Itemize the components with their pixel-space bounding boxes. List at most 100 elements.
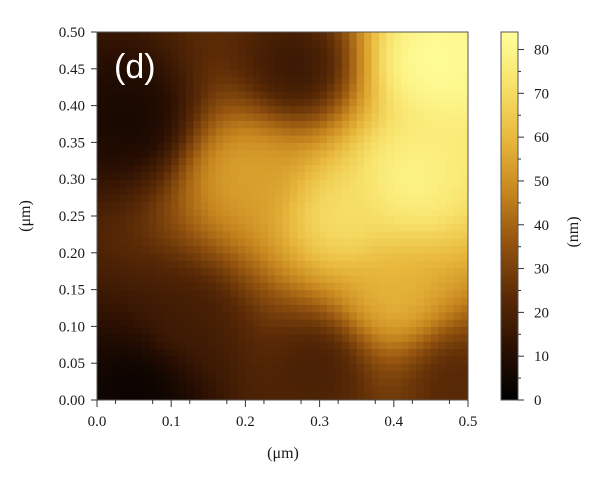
- heatmap-cell: [215, 193, 224, 202]
- heatmap-cell: [393, 355, 402, 364]
- heatmap-cell: [237, 370, 246, 379]
- heatmap-cell: [267, 105, 276, 114]
- heatmap-cell: [312, 326, 321, 335]
- heatmap-cell: [453, 311, 462, 320]
- heatmap-cell: [252, 230, 261, 239]
- heatmap-cell: [371, 238, 380, 247]
- heatmap-cell: [141, 90, 150, 99]
- heatmap-cell: [364, 120, 373, 129]
- heatmap-cell: [349, 238, 358, 247]
- heatmap-cell: [408, 216, 417, 224]
- heatmap-cell: [148, 289, 157, 298]
- heatmap-cell: [341, 54, 350, 63]
- heatmap-cell: [148, 370, 157, 379]
- heatmap-cell: [186, 112, 195, 121]
- heatmap-cell: [200, 341, 209, 350]
- heatmap-cell: [111, 377, 120, 386]
- heatmap-cell: [445, 216, 454, 224]
- heatmap-cell: [438, 296, 447, 305]
- heatmap-cell: [208, 238, 217, 247]
- heatmap-cell: [297, 370, 306, 379]
- heatmap-cell: [408, 142, 417, 151]
- heatmap-cell: [364, 171, 373, 180]
- heatmap-cell: [386, 296, 395, 305]
- heatmap-cell: [408, 61, 417, 70]
- heatmap-cell: [134, 135, 143, 143]
- heatmap-cell: [327, 61, 336, 70]
- heatmap-cell: [304, 260, 313, 269]
- heatmap-cell: [393, 333, 402, 342]
- heatmap-cell: [282, 127, 291, 136]
- heatmap-cell: [334, 238, 343, 247]
- heatmap-cell: [134, 208, 143, 217]
- heatmap-cell: [289, 171, 298, 180]
- heatmap-cell: [364, 83, 373, 92]
- heatmap-cell: [349, 105, 358, 114]
- heatmap-cell: [327, 83, 336, 92]
- heatmap-cell: [104, 164, 113, 173]
- heatmap-cell: [289, 377, 298, 386]
- heatmap-cell: [200, 304, 209, 313]
- heatmap-cell: [460, 363, 468, 372]
- heatmap-cell: [141, 348, 150, 357]
- heatmap-cell: [312, 385, 321, 394]
- heatmap-cell: [260, 120, 269, 129]
- heatmap-cell: [186, 98, 195, 107]
- heatmap-cell: [386, 186, 395, 195]
- heatmap-cell: [304, 385, 313, 394]
- heatmap-cell: [141, 289, 150, 298]
- heatmap-cell: [386, 83, 395, 92]
- heatmap-cell: [97, 98, 106, 107]
- heatmap-cell: [341, 274, 350, 283]
- heatmap-cell: [104, 260, 113, 269]
- heatmap-cell: [393, 54, 402, 63]
- heatmap-cell: [252, 179, 261, 188]
- heatmap-cell: [430, 179, 439, 188]
- heatmap-cell: [386, 260, 395, 269]
- heatmap-cell: [386, 164, 395, 173]
- heatmap-cell: [200, 98, 209, 107]
- heatmap-cell: [364, 245, 373, 254]
- heatmap-cell: [393, 319, 402, 327]
- heatmap-cell: [364, 135, 373, 143]
- heatmap-cell: [445, 193, 454, 202]
- heatmap-cell: [453, 304, 462, 313]
- heatmap-cell: [119, 267, 128, 276]
- heatmap-cell: [349, 90, 358, 99]
- heatmap-cell: [111, 112, 120, 121]
- heatmap-cell: [438, 157, 447, 166]
- heatmap-cell: [104, 274, 113, 283]
- heatmap-cell: [327, 282, 336, 291]
- heatmap-cell: [378, 127, 387, 136]
- heatmap-cell: [393, 385, 402, 394]
- heatmap-cell: [111, 164, 120, 173]
- heatmap-cell: [252, 39, 261, 48]
- heatmap-cell: [430, 238, 439, 247]
- heatmap-cell: [267, 171, 276, 180]
- heatmap-cell: [289, 311, 298, 320]
- heatmap-cell: [171, 363, 180, 372]
- heatmap-cell: [230, 230, 239, 239]
- heatmap-cell: [97, 230, 106, 239]
- heatmap-cell: [156, 208, 165, 217]
- heatmap-cell: [282, 105, 291, 114]
- heatmap-cell: [104, 377, 113, 386]
- heatmap-cell: [371, 127, 380, 136]
- heatmap-cell: [119, 68, 128, 77]
- heatmap-cell: [275, 164, 284, 173]
- heatmap-cell: [178, 385, 187, 394]
- heatmap-cell: [178, 171, 187, 180]
- heatmap-cell: [445, 142, 454, 151]
- heatmap-cell: [163, 385, 172, 394]
- heatmap-cell: [208, 54, 217, 63]
- heatmap-cell: [267, 230, 276, 239]
- heatmap-cell: [163, 252, 172, 261]
- heatmap-cell: [356, 267, 365, 276]
- heatmap-cell: [126, 245, 135, 254]
- heatmap-cell: [215, 370, 224, 379]
- heatmap-cell: [208, 105, 217, 114]
- heatmap-cell: [267, 120, 276, 129]
- heatmap-cell: [334, 252, 343, 261]
- heatmap-cell: [408, 392, 417, 400]
- heatmap-cell: [371, 245, 380, 254]
